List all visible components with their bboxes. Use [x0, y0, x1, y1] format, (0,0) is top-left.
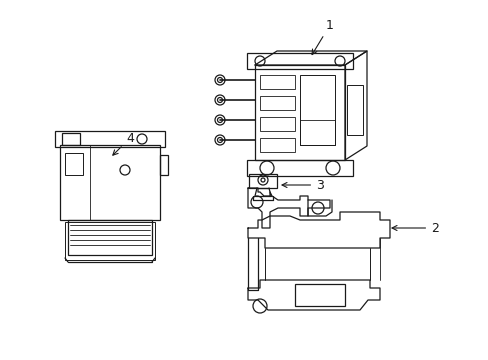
Bar [65, 222, 155, 260]
Bar [246, 160, 352, 176]
Bar [254, 65, 345, 160]
Bar [160, 155, 168, 175]
Bar [299, 120, 334, 145]
Bar [246, 53, 352, 69]
Text: 1: 1 [311, 18, 333, 55]
Bar [65, 153, 83, 175]
Bar [62, 133, 80, 145]
Text: 4: 4 [113, 131, 134, 155]
Text: 2: 2 [391, 221, 438, 234]
Bar [346, 85, 362, 135]
Bar [260, 138, 294, 152]
Bar [55, 131, 164, 147]
Bar [260, 96, 294, 110]
Bar [299, 75, 334, 145]
Bar [260, 75, 294, 89]
Bar [260, 117, 294, 131]
Bar [60, 145, 160, 220]
Bar [294, 284, 345, 306]
Bar [248, 174, 276, 188]
Text: 3: 3 [282, 179, 323, 192]
Bar [68, 220, 152, 255]
